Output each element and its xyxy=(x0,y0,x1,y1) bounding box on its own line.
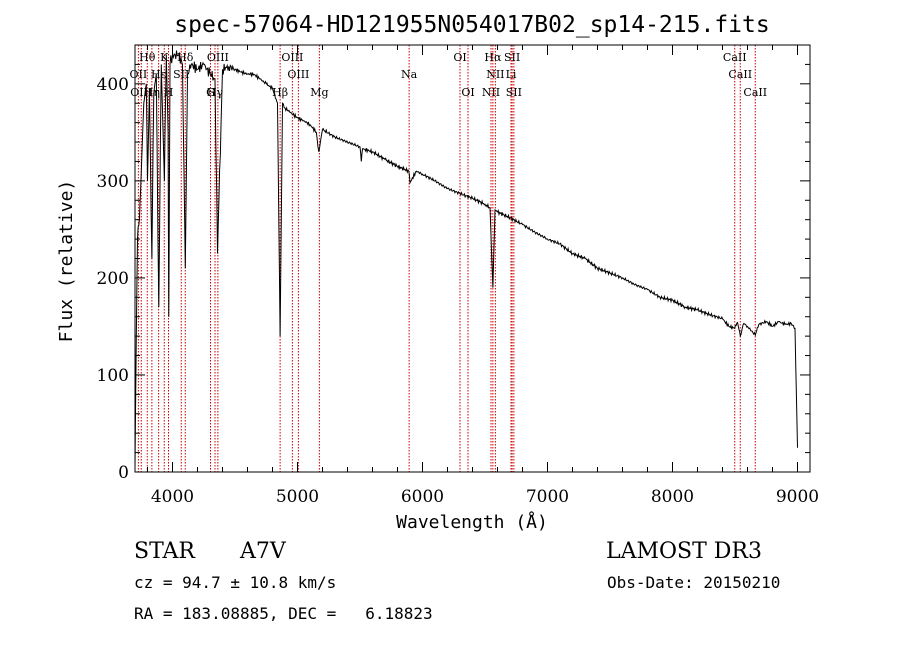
object-subclass: A7V xyxy=(240,539,286,564)
x-tick-label: 5000 xyxy=(276,487,319,507)
x-tick-label: 6000 xyxy=(401,487,444,507)
y-axis-label: Flux (relative) xyxy=(56,180,77,343)
x-axis-label: Wavelength (Å) xyxy=(396,511,548,533)
line-marker-label: SII xyxy=(173,68,189,81)
line-markers xyxy=(137,45,756,472)
line-marker-label: Hε xyxy=(151,68,167,81)
survey-name: LAMOST DR3 xyxy=(606,539,762,564)
y-tick-label: 200 xyxy=(97,269,129,289)
line-marker-label: OI xyxy=(461,86,474,99)
line-marker-label: Na xyxy=(401,68,418,81)
line-marker-label: NII xyxy=(482,86,500,99)
x-axis-ticks: 4000 5000 6000 7000 8000 9000 xyxy=(147,45,819,507)
y-axis-ticks: 0 100 200 300 400 xyxy=(97,44,810,483)
object-class: STAR xyxy=(134,539,195,564)
line-marker-label: OI xyxy=(453,51,466,64)
line-marker-label: OII xyxy=(130,68,148,81)
line-marker-label: K xyxy=(160,51,169,64)
y-tick-label: 100 xyxy=(97,366,129,386)
line-marker-label: Li xyxy=(506,68,517,81)
line-marker-label: Hθ xyxy=(139,51,156,64)
line-marker-label: CaII xyxy=(743,86,767,99)
chart-title: spec-57064-HD121955N054017B02_sp14-215.f… xyxy=(174,12,769,38)
line-marker-label: CaII xyxy=(723,51,747,64)
line-marker-label: NII xyxy=(486,68,504,81)
series-line-0 xyxy=(134,50,798,468)
line-marker-label: Hα xyxy=(484,51,502,64)
x-tick-label: 8000 xyxy=(651,487,694,507)
line-marker-label: SII xyxy=(506,86,522,99)
x-tick-label: 4000 xyxy=(151,487,194,507)
x-tick-label: 9000 xyxy=(776,487,819,507)
observation-date: Obs-Date: 20150210 xyxy=(607,573,781,592)
line-marker-label: Hη xyxy=(144,86,160,99)
y-tick-label: 0 xyxy=(118,463,129,483)
coordinates-readout: RA = 183.08885, DEC = 6.18823 xyxy=(134,604,433,623)
line-marker-label: OIII xyxy=(287,68,309,81)
y-tick-label: 300 xyxy=(97,172,129,192)
x-tick-label: 7000 xyxy=(526,487,569,507)
redshift-readout: cz = 94.7 ± 10.8 km/s xyxy=(134,573,337,592)
series-layer xyxy=(134,50,798,468)
line-marker-label: OIII xyxy=(207,51,229,64)
line-marker-label: SII xyxy=(504,51,520,64)
line-marker-label: H xyxy=(164,86,174,99)
line-marker-label: Hβ xyxy=(272,86,288,99)
line-marker-label: CaII xyxy=(728,68,752,81)
line-marker-label: OIII xyxy=(281,51,303,64)
plot-frame xyxy=(134,44,811,473)
line-marker-label: G xyxy=(206,86,215,99)
y-tick-label: 400 xyxy=(97,75,129,95)
line-marker-label: Mg xyxy=(310,86,328,99)
